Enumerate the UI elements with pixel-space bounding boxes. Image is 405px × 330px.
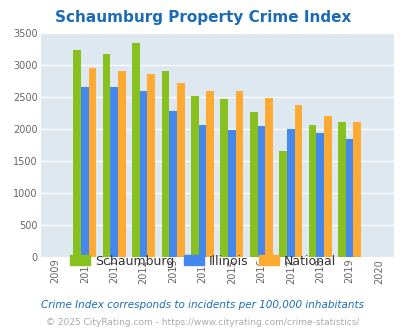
Bar [161,71,169,257]
Bar [88,68,96,257]
Bar [132,43,139,257]
Text: Crime Index corresponds to incidents per 100,000 inhabitants: Crime Index corresponds to incidents per… [41,300,364,310]
Bar [81,87,88,257]
Text: © 2025 CityRating.com - https://www.cityrating.com/crime-statistics/: © 2025 CityRating.com - https://www.city… [46,318,359,327]
Bar [353,122,360,257]
Bar [337,122,345,257]
Bar [308,125,315,257]
Text: Schaumburg Property Crime Index: Schaumburg Property Crime Index [55,10,350,25]
Bar [345,140,353,257]
Bar [228,130,235,257]
Bar [190,96,198,257]
Bar [315,133,323,257]
Bar [323,116,331,257]
Bar [147,74,155,257]
Bar [73,50,81,257]
Bar [177,83,184,257]
Bar [206,91,213,257]
Bar [294,105,302,257]
Bar [279,151,286,257]
Bar [118,71,126,257]
Bar [198,125,206,257]
Bar [110,87,118,257]
Bar [139,91,147,257]
Bar [102,54,110,257]
Bar [286,128,294,257]
Bar [169,111,177,257]
Bar [235,91,243,257]
Bar [220,99,228,257]
Bar [249,112,257,257]
Bar [257,126,264,257]
Legend: Schaumburg, Illinois, National: Schaumburg, Illinois, National [65,249,340,273]
Bar [264,98,272,257]
